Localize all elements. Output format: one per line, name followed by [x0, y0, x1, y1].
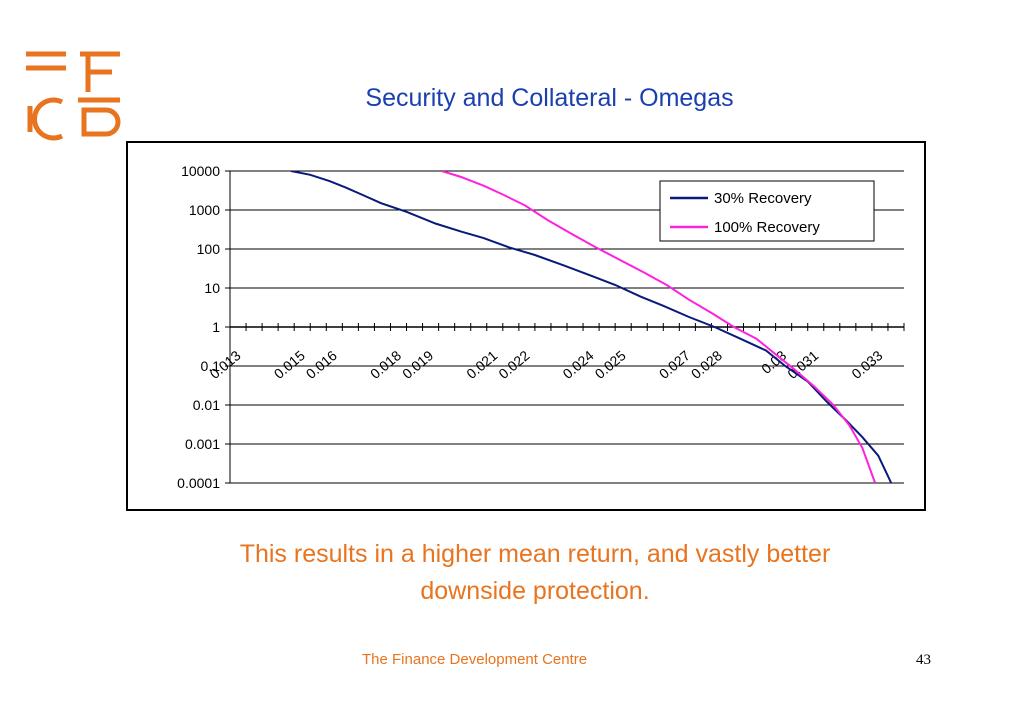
- legend-box: [659, 180, 875, 242]
- x-tick-label: 0.022: [495, 347, 532, 382]
- x-tick-label: 0.013: [207, 347, 244, 382]
- chart-frame: 10000 1000 100 10 1 0.1 0.01 0.001 0.0001 0.013 0.…: [126, 141, 926, 511]
- x-tick-label: 0.018: [367, 347, 404, 382]
- x-tick-label: 0.027: [656, 347, 693, 382]
- y-tick-label: 10: [204, 280, 220, 296]
- page-number: 43: [916, 652, 931, 668]
- y-tick-label: 100: [197, 241, 221, 257]
- x-tick-label: 0.028: [688, 347, 725, 382]
- series-line-30-recovery: [290, 171, 893, 483]
- legend-label: 30% Recovery: [714, 190, 812, 207]
- y-tick-label: 1: [212, 319, 220, 335]
- omegas-chart: 10000 1000 100 10 1 0.1 0.01 0.001 0.0001 0.013 0.…: [177, 163, 905, 491]
- x-tick-label: 0.024: [560, 347, 597, 382]
- x-tick-label: 0.033: [848, 347, 885, 382]
- x-tick-label: 0.015: [271, 347, 308, 382]
- fdc-logo: [26, 51, 121, 141]
- footer-text: The Finance Development Centre: [362, 651, 588, 668]
- legend-label: 100% Recovery: [714, 219, 820, 236]
- caption-line-1: This results in a higher mean return, an…: [239, 540, 831, 568]
- x-tick-label: 0.019: [399, 347, 436, 382]
- y-tick-label: 1000: [189, 202, 220, 218]
- caption: This results in a higher mean return, an…: [150, 536, 920, 610]
- x-tick-label: 0.021: [463, 347, 500, 382]
- y-tick-label: 0.0001: [177, 475, 220, 491]
- y-tick-label: 0.001: [185, 436, 220, 452]
- y-tick-label: 0.1: [201, 358, 221, 374]
- series-line-100-recovery: [441, 171, 877, 483]
- y-tick-label: 0.01: [193, 397, 220, 413]
- slide-title: Security and Collateral - Omegas: [365, 84, 734, 112]
- y-tick-label: 10000: [181, 163, 220, 179]
- x-tick-label: 0.016: [303, 347, 340, 382]
- x-tick-label: 0.025: [592, 347, 629, 382]
- caption-line-2: downside protection.: [420, 577, 650, 605]
